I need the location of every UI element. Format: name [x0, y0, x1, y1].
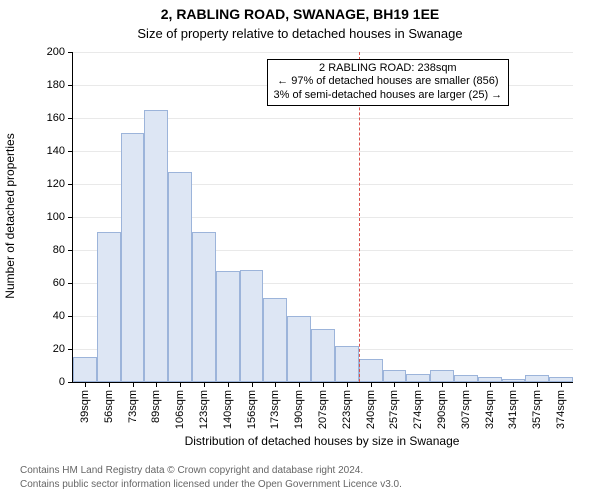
histogram-bar	[311, 329, 335, 382]
ytick-mark	[68, 184, 73, 185]
ytick-label: 60	[35, 277, 65, 289]
chart-container: 2, RABLING ROAD, SWANAGE, BH19 1EE Size …	[0, 0, 600, 500]
histogram-bar	[454, 375, 478, 382]
histogram-bar	[383, 370, 407, 382]
xtick-mark	[228, 382, 229, 387]
histogram-bar	[73, 357, 97, 382]
gridline	[73, 52, 573, 53]
annotation-line: 3% of semi-detached houses are larger (2…	[274, 89, 503, 103]
xtick-mark	[513, 382, 514, 387]
xtick-mark	[252, 382, 253, 387]
histogram-bar	[168, 172, 192, 382]
ytick-mark	[68, 151, 73, 152]
xtick-mark	[442, 382, 443, 387]
annotation-box: 2 RABLING ROAD: 238sqm← 97% of detached …	[267, 59, 510, 106]
footer-line-2: Contains public sector information licen…	[20, 479, 402, 490]
xtick-label: 240sqm	[365, 390, 377, 429]
plot-area: 2 RABLING ROAD: 238sqm← 97% of detached …	[72, 52, 573, 383]
xtick-label: 123sqm	[198, 390, 210, 429]
xtick-mark	[466, 382, 467, 387]
xtick-mark	[347, 382, 348, 387]
histogram-bar	[430, 370, 454, 382]
xtick-mark	[109, 382, 110, 387]
xtick-label: 140sqm	[222, 390, 234, 429]
ytick-label: 20	[35, 343, 65, 355]
histogram-bar	[335, 346, 359, 382]
xtick-label: 106sqm	[174, 390, 186, 429]
ytick-mark	[68, 118, 73, 119]
x-axis-label: Distribution of detached houses by size …	[72, 434, 572, 448]
xtick-mark	[537, 382, 538, 387]
xtick-label: 39sqm	[79, 390, 91, 423]
chart-subtitle: Size of property relative to detached ho…	[0, 26, 600, 41]
histogram-bar	[97, 232, 121, 382]
ytick-label: 100	[35, 211, 65, 223]
histogram-bar	[406, 374, 430, 382]
histogram-bar	[216, 271, 240, 382]
xtick-label: 56sqm	[103, 390, 115, 423]
xtick-label: 223sqm	[341, 390, 353, 429]
ytick-mark	[68, 250, 73, 251]
xtick-label: 89sqm	[150, 390, 162, 423]
xtick-mark	[561, 382, 562, 387]
xtick-mark	[371, 382, 372, 387]
xtick-mark	[204, 382, 205, 387]
ytick-mark	[68, 217, 73, 218]
xtick-mark	[156, 382, 157, 387]
xtick-mark	[299, 382, 300, 387]
annotation-line: ← 97% of detached houses are smaller (85…	[274, 75, 503, 89]
histogram-bar	[525, 375, 549, 382]
histogram-bar	[144, 110, 168, 382]
annotation-line: 2 RABLING ROAD: 238sqm	[274, 62, 503, 76]
ytick-label: 120	[35, 178, 65, 190]
footer-line-1: Contains HM Land Registry data © Crown c…	[20, 465, 363, 476]
xtick-label: 257sqm	[388, 390, 400, 429]
histogram-bar	[240, 270, 264, 382]
ytick-mark	[68, 316, 73, 317]
xtick-label: 357sqm	[531, 390, 543, 429]
histogram-bar	[121, 133, 145, 382]
xtick-mark	[180, 382, 181, 387]
xtick-label: 207sqm	[317, 390, 329, 429]
xtick-label: 324sqm	[484, 390, 496, 429]
xtick-mark	[394, 382, 395, 387]
ytick-label: 160	[35, 112, 65, 124]
ytick-label: 180	[35, 79, 65, 91]
ytick-label: 200	[35, 46, 65, 58]
ytick-label: 80	[35, 244, 65, 256]
xtick-mark	[275, 382, 276, 387]
histogram-bar	[192, 232, 216, 382]
xtick-label: 274sqm	[412, 390, 424, 429]
ytick-mark	[68, 52, 73, 53]
xtick-label: 341sqm	[507, 390, 519, 429]
xtick-label: 156sqm	[246, 390, 258, 429]
xtick-mark	[85, 382, 86, 387]
xtick-label: 374sqm	[555, 390, 567, 429]
xtick-label: 73sqm	[127, 390, 139, 423]
xtick-mark	[418, 382, 419, 387]
ytick-mark	[68, 85, 73, 86]
xtick-mark	[323, 382, 324, 387]
histogram-bar	[287, 316, 311, 382]
ytick-label: 140	[35, 145, 65, 157]
histogram-bar	[263, 298, 287, 382]
ytick-mark	[68, 382, 73, 383]
xtick-label: 290sqm	[436, 390, 448, 429]
histogram-bar	[359, 359, 383, 382]
ytick-label: 0	[35, 376, 65, 388]
ytick-label: 40	[35, 310, 65, 322]
ytick-mark	[68, 283, 73, 284]
chart-title-address: 2, RABLING ROAD, SWANAGE, BH19 1EE	[0, 6, 600, 22]
y-axis-label: Number of detached properties	[3, 51, 17, 381]
xtick-label: 307sqm	[460, 390, 472, 429]
xtick-mark	[133, 382, 134, 387]
xtick-mark	[490, 382, 491, 387]
xtick-label: 190sqm	[293, 390, 305, 429]
ytick-mark	[68, 349, 73, 350]
xtick-label: 173sqm	[269, 390, 281, 429]
